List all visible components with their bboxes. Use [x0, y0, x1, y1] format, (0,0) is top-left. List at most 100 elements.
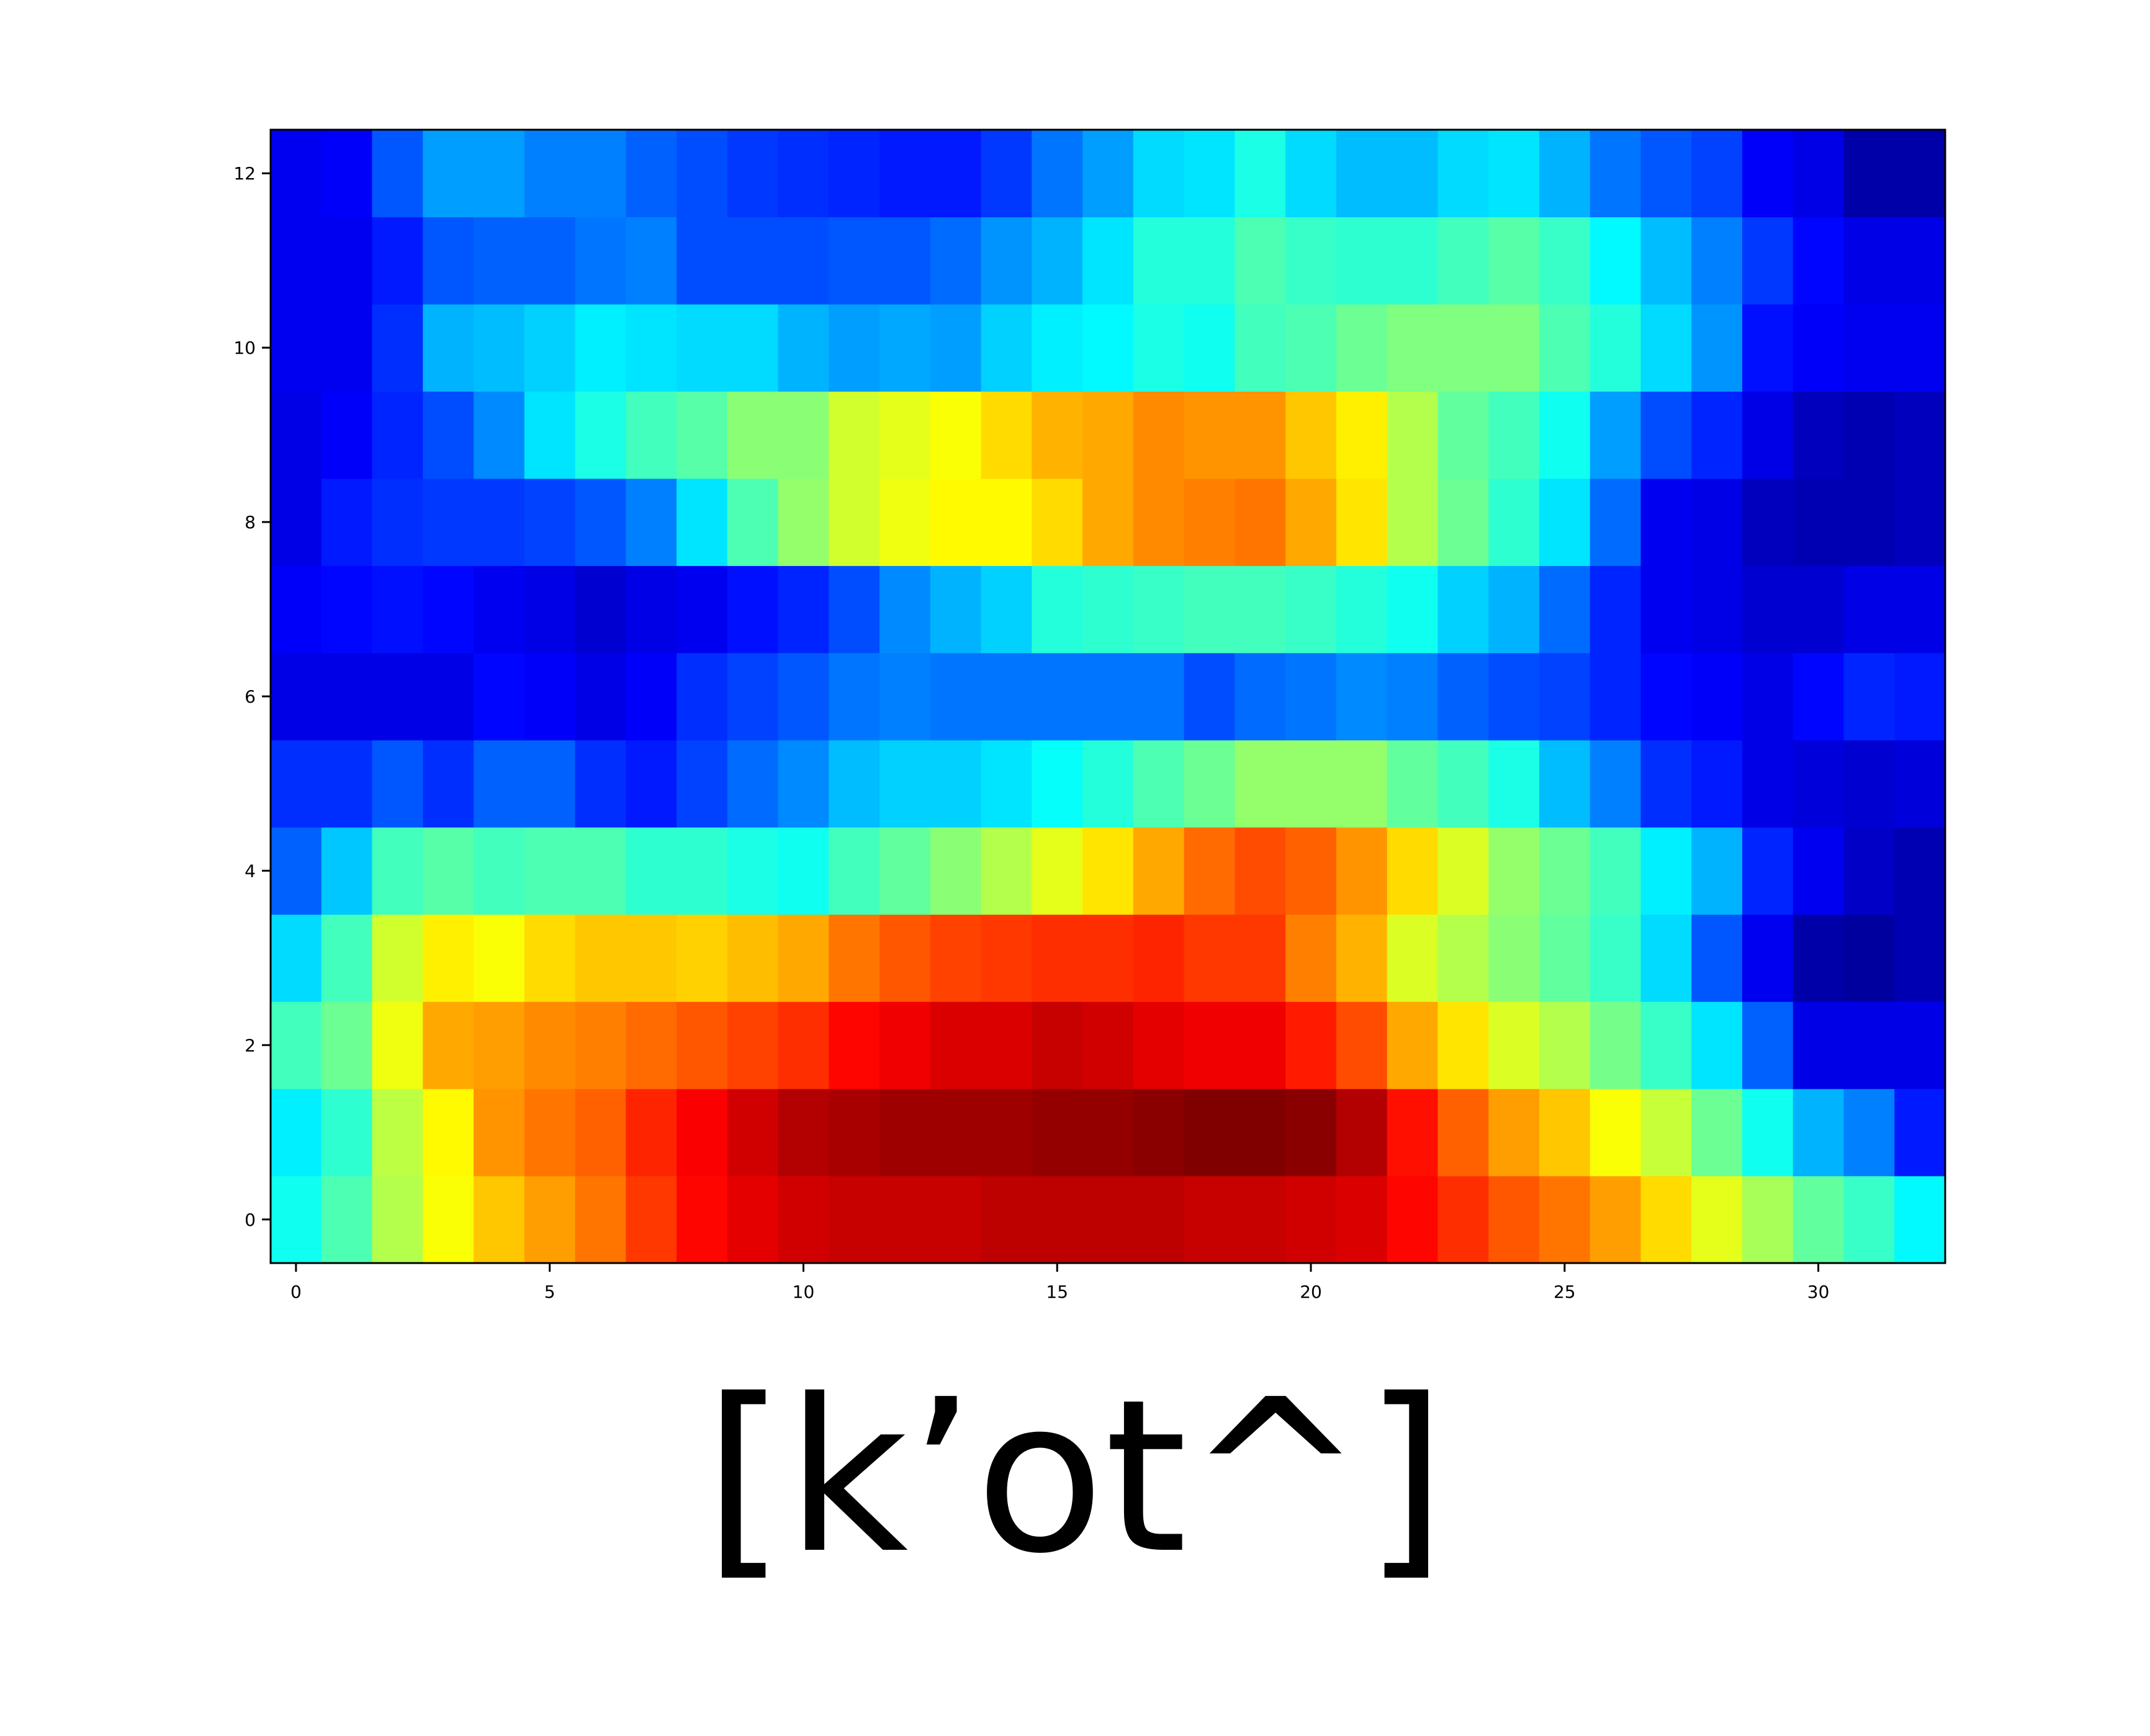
heatmap-cell: [930, 130, 982, 218]
heatmap-cell: [1539, 304, 1591, 392]
heatmap-cell: [930, 391, 982, 479]
heatmap-cell: [1488, 1176, 1540, 1264]
heatmap-cell: [1843, 565, 1895, 654]
heatmap-cell: [1640, 1089, 1692, 1177]
heatmap-cell: [1133, 1176, 1185, 1264]
heatmap-cell: [1032, 217, 1083, 305]
heatmap-cell: [575, 914, 626, 1002]
heatmap-cell: [829, 478, 880, 566]
heatmap-cell: [1640, 1176, 1692, 1264]
heatmap-cell: [778, 1176, 829, 1264]
heatmap-cell: [271, 740, 322, 828]
heatmap-cell: [1742, 304, 1794, 392]
heatmap-cell: [1843, 652, 1895, 740]
heatmap-cell: [1082, 652, 1134, 740]
heatmap-cell: [1488, 565, 1540, 654]
heatmap-cell: [575, 1176, 626, 1264]
heatmap-cell: [474, 1001, 525, 1089]
heatmap-cell: [1032, 1089, 1083, 1177]
heatmap-cell: [930, 827, 982, 915]
heatmap-cell: [423, 914, 474, 1002]
heatmap-cell: [1336, 652, 1388, 740]
heatmap-cell: [1691, 914, 1743, 1002]
heatmap-cell: [1792, 1176, 1845, 1264]
heatmap-cell: [981, 740, 1032, 828]
heatmap-cell: [271, 652, 322, 740]
heatmap-cell: [1894, 1176, 1946, 1264]
heatmap-cell: [1691, 565, 1743, 654]
heatmap-cell: [1691, 391, 1743, 479]
heatmap-cell: [474, 740, 525, 828]
heatmap-cell: [1235, 740, 1286, 828]
heatmap-cell: [1235, 565, 1286, 654]
heatmap-cell: [1640, 652, 1692, 740]
heatmap-cell: [1285, 1176, 1337, 1264]
heatmap-cell: [372, 478, 423, 566]
heatmap-cell: [474, 1089, 525, 1177]
heatmap-cell: [474, 1176, 525, 1264]
heatmap-cell: [575, 217, 626, 305]
heatmap-cell: [930, 304, 982, 392]
heatmap-cell: [524, 914, 576, 1002]
heatmap-cell: [1184, 914, 1235, 1002]
heatmap-cell: [1336, 478, 1388, 566]
heatmap-cell: [1184, 217, 1235, 305]
heatmap-cell: [1894, 565, 1946, 654]
heatmap-cell: [524, 740, 576, 828]
heatmap-cell: [1285, 740, 1337, 828]
heatmap-cell: [1742, 1001, 1794, 1089]
heatmap-cell: [1032, 1176, 1083, 1264]
heatmap-cell: [626, 1176, 677, 1264]
heatmap-cell: [271, 391, 322, 479]
heatmap-cell: [1590, 130, 1642, 218]
heatmap-cell: [1032, 304, 1083, 392]
heatmap-cell: [1640, 391, 1692, 479]
heatmap-cell: [1285, 304, 1337, 392]
heatmap-cell: [1184, 1089, 1235, 1177]
heatmap-cell: [981, 1001, 1032, 1089]
heatmap-cell: [1285, 478, 1337, 566]
heatmap-cell: [1640, 565, 1692, 654]
heatmap-cell: [626, 1089, 677, 1177]
heatmap-cell: [829, 1089, 880, 1177]
heatmap-cell: [1184, 130, 1235, 218]
heatmap-cell: [321, 1001, 373, 1089]
heatmap-cell: [1590, 740, 1642, 828]
heatmap-cell: [423, 565, 474, 654]
heatmap-cell: [1691, 1089, 1743, 1177]
heatmap-cell: [575, 740, 626, 828]
heatmap-cell: [1539, 740, 1591, 828]
y-tick-label: 8: [245, 512, 256, 533]
heatmap-cell: [778, 652, 829, 740]
heatmap-cell: [1032, 740, 1083, 828]
heatmap-cell: [1590, 827, 1642, 915]
heatmap-cell: [1437, 827, 1489, 915]
heatmap-cell: [1235, 652, 1286, 740]
heatmap-cell: [524, 304, 576, 392]
heatmap-cell: [1235, 478, 1286, 566]
heatmap-cell: [1133, 1089, 1185, 1177]
heatmap-cell: [1336, 914, 1388, 1002]
heatmap-cell: [1488, 914, 1540, 1002]
heatmap-cell: [321, 565, 373, 654]
heatmap-cell: [1843, 1001, 1895, 1089]
heatmap-cell: [1792, 130, 1845, 218]
heatmap-cell: [1082, 304, 1134, 392]
heatmap-cell: [1742, 827, 1794, 915]
heatmap-cell: [372, 130, 423, 218]
heatmap-cell: [1336, 740, 1388, 828]
heatmap-cell: [1843, 478, 1895, 566]
heatmap-cell: [1032, 130, 1083, 218]
heatmap-cell: [271, 914, 322, 1002]
heatmap-cell: [575, 1089, 626, 1177]
heatmap-cell: [981, 652, 1032, 740]
heatmap-cell: [778, 130, 829, 218]
heatmap-cell: [1387, 914, 1439, 1002]
heatmap-cell: [778, 217, 829, 305]
heatmap-cell: [1792, 478, 1845, 566]
heatmap-cell: [626, 914, 677, 1002]
heatmap-cell: [778, 1001, 829, 1089]
heatmap-cell: [1082, 217, 1134, 305]
heatmap-cell: [727, 217, 779, 305]
heatmap-cells: [271, 130, 1946, 1264]
